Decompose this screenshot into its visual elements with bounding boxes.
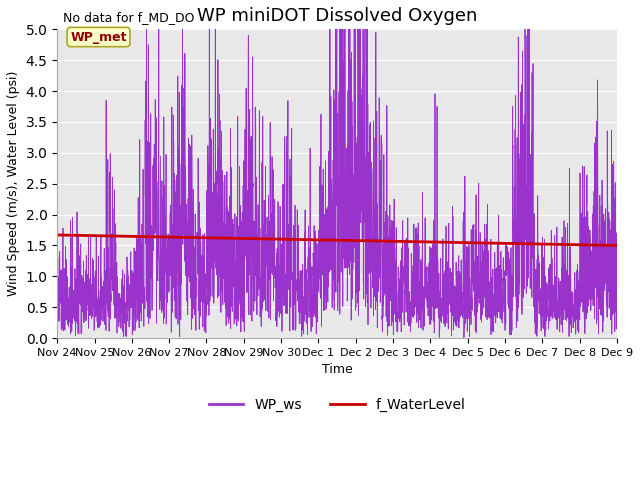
X-axis label: Time: Time — [322, 363, 353, 376]
Y-axis label: Wind Speed (m/s), Water Level (psi): Wind Speed (m/s), Water Level (psi) — [7, 71, 20, 296]
Legend: WP_ws, f_WaterLevel: WP_ws, f_WaterLevel — [203, 392, 471, 418]
Text: WP_met: WP_met — [70, 31, 127, 44]
Title: WP miniDOT Dissolved Oxygen: WP miniDOT Dissolved Oxygen — [197, 7, 477, 25]
Text: No data for f_MD_DO: No data for f_MD_DO — [63, 11, 195, 24]
